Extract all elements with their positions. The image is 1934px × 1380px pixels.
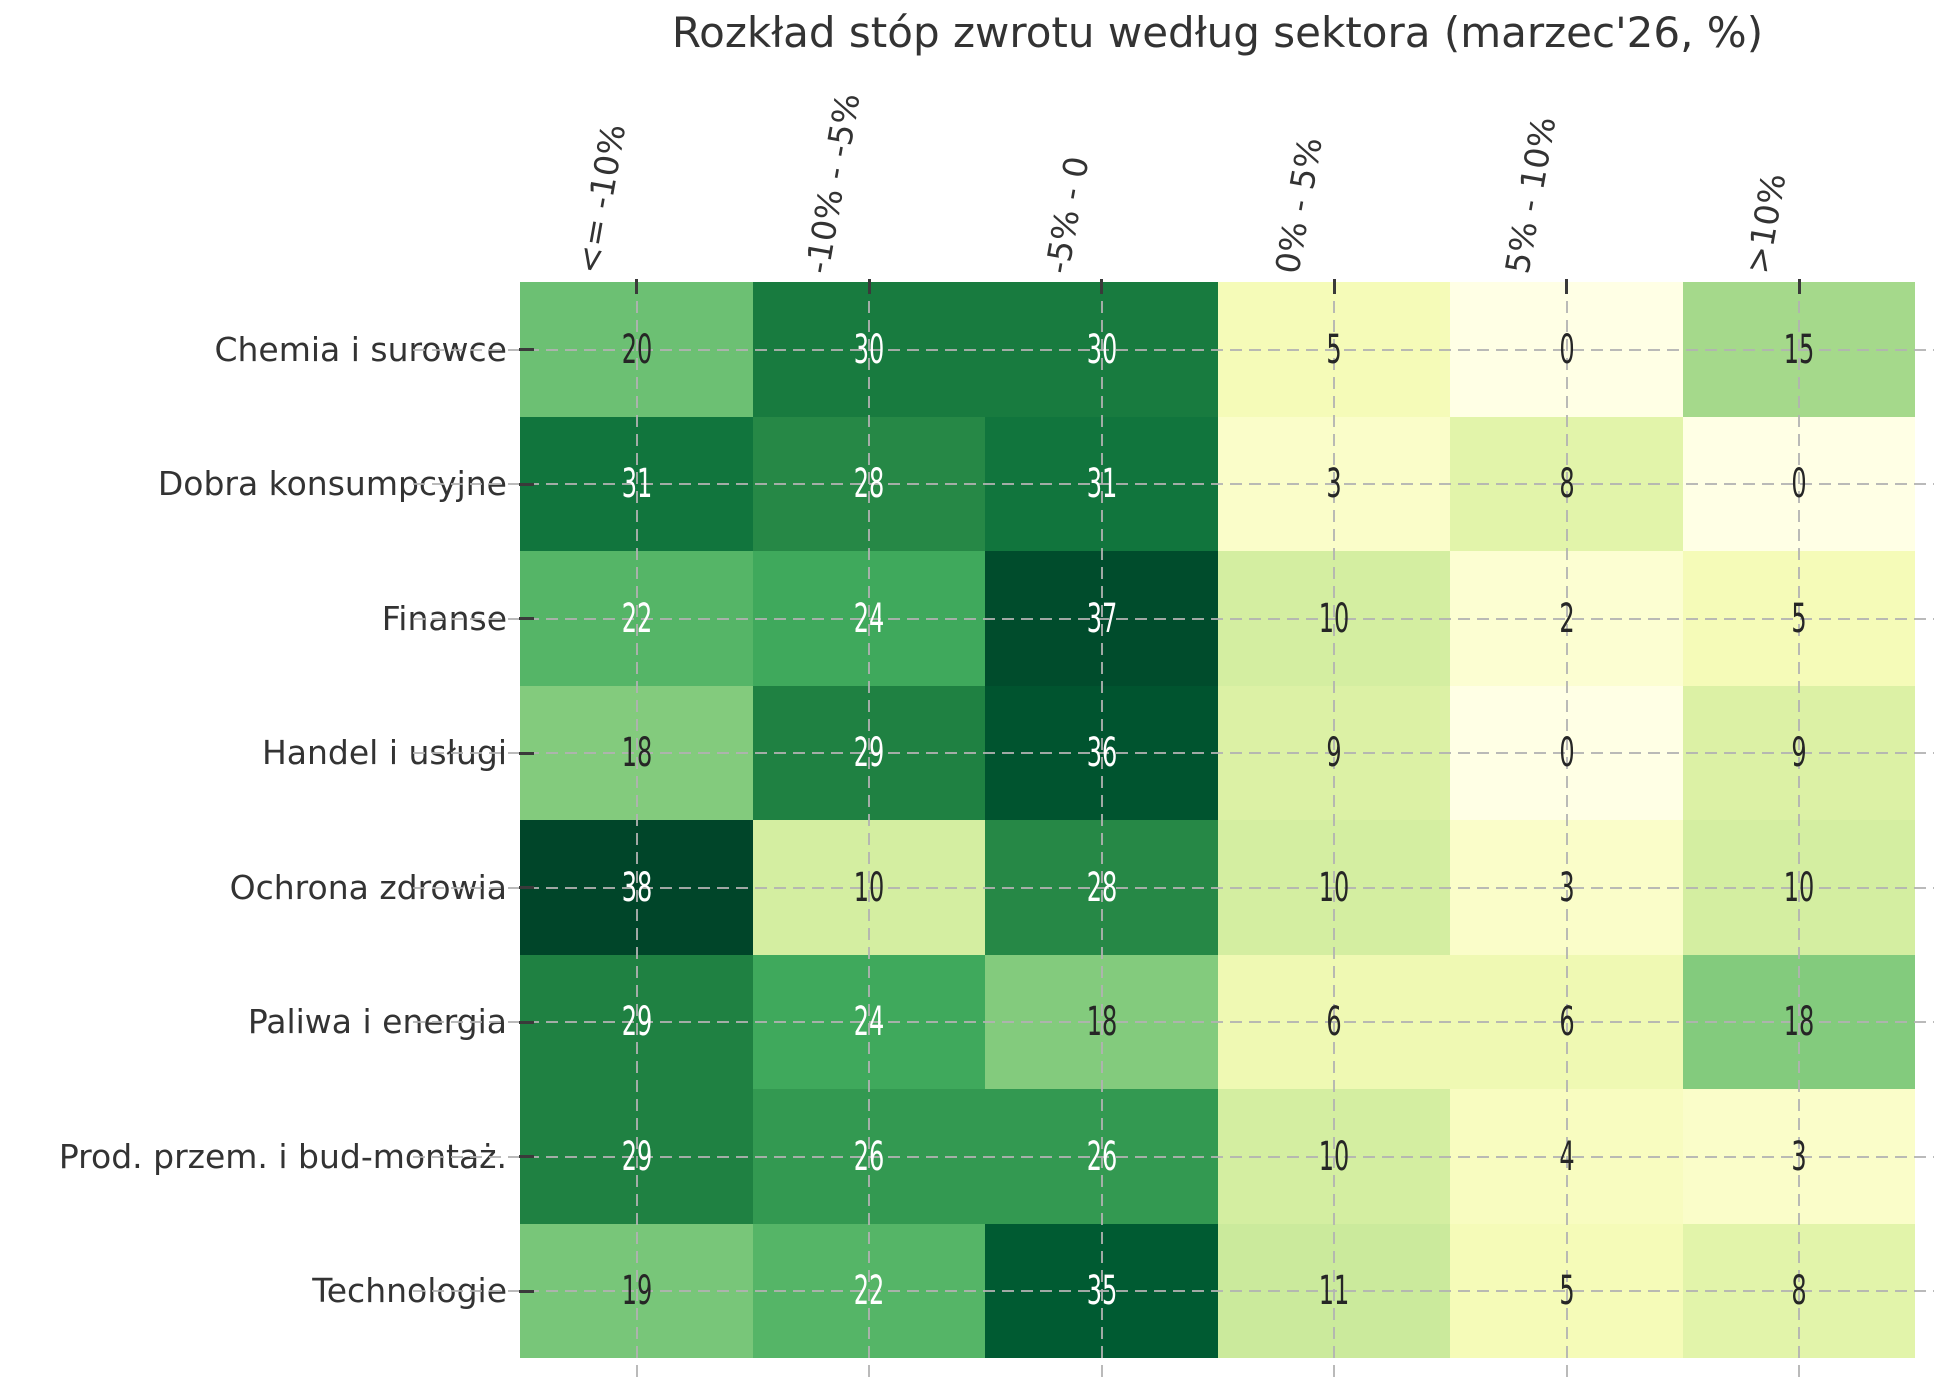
cell-value: 4 [1558, 1133, 1575, 1180]
cell-value: 6 [1558, 999, 1575, 1045]
y-axis-tick [519, 1020, 534, 1024]
x-tick-label: <= -10% [568, 120, 634, 277]
cell-value: 18 [1783, 999, 1815, 1045]
y-axis-tick [519, 886, 534, 889]
cell-value: 11 [1318, 1268, 1350, 1314]
y-axis-tick [519, 617, 534, 620]
cell-value: 0 [1558, 730, 1575, 776]
y-axis-tick [519, 1289, 534, 1293]
cell-value: 37 [1086, 595, 1117, 642]
cell-value: 9 [1791, 730, 1807, 776]
cell-value: 29 [621, 999, 652, 1045]
cell-value: 22 [621, 595, 652, 642]
gridline-vertical [868, 282, 870, 1380]
gridline-vertical [1565, 282, 1568, 1380]
x-axis-tick [635, 279, 638, 294]
x-axis-tick [1332, 279, 1336, 294]
cell-value: 26 [853, 1133, 885, 1180]
cell-value: 38 [621, 864, 652, 911]
cell-value: 8 [1558, 461, 1575, 507]
gridline-horizontal [413, 348, 1934, 351]
cell-value: 31 [621, 461, 652, 507]
x-tick-label: -10% - -5% [797, 90, 868, 277]
cell-value: 10 [1318, 864, 1350, 911]
cell-value: 10 [1783, 864, 1815, 911]
cell-value: 18 [621, 730, 652, 776]
gridline-horizontal [413, 483, 1934, 485]
cell-value: 19 [621, 1268, 652, 1314]
cell-value: 3 [1791, 1133, 1807, 1180]
chart-title: Rozkład stóp zwrotu według sektora (marz… [671, 8, 1764, 57]
cell-value: 26 [1086, 1133, 1117, 1180]
gridline-horizontal [413, 1290, 1934, 1292]
cell-value: 2 [1558, 595, 1575, 642]
cell-value: 3 [1326, 461, 1342, 507]
gridline-horizontal [413, 752, 1934, 754]
gridline-horizontal [413, 886, 1934, 889]
cell-value: 28 [1086, 864, 1117, 911]
y-axis-tick [519, 482, 534, 486]
cell-value: 24 [853, 595, 885, 642]
gridline-horizontal [413, 617, 1934, 620]
x-axis-tick [1565, 279, 1568, 294]
x-axis-tick [1100, 279, 1103, 294]
cell-value: 22 [853, 1268, 885, 1314]
cell-value: 10 [853, 864, 885, 911]
gridline-horizontal [413, 1155, 1934, 1158]
x-tick-label: -5% - 0 [1037, 153, 1097, 277]
y-axis-tick [519, 348, 534, 351]
gridline-vertical [1333, 282, 1335, 1380]
cell-value: 0 [1791, 461, 1807, 507]
cell-value: 29 [621, 1133, 652, 1180]
cell-value: 18 [1086, 999, 1117, 1045]
x-tick-label: 5% - 10% [1497, 113, 1564, 277]
cell-value: 28 [853, 461, 885, 507]
cell-value: 30 [1086, 326, 1117, 373]
cell-value: 6 [1326, 999, 1342, 1045]
x-tick-label: 0% - 5% [1267, 134, 1331, 277]
x-axis-tick [1797, 279, 1801, 294]
x-axis-tick [867, 279, 871, 294]
cell-value: 9 [1326, 730, 1342, 776]
cell-value: 15 [1783, 326, 1815, 373]
cell-value: 35 [1086, 1268, 1117, 1314]
cell-value: 30 [853, 326, 885, 373]
y-axis-tick [519, 751, 534, 755]
cell-value: 36 [1086, 730, 1117, 776]
cell-value: 10 [1318, 1133, 1350, 1180]
cell-value: 20 [621, 326, 652, 373]
cell-value: 5 [1326, 326, 1342, 373]
cell-value: 3 [1558, 864, 1575, 911]
cell-value: 8 [1791, 1268, 1807, 1314]
gridline-vertical [1100, 282, 1103, 1380]
cell-value: 29 [853, 730, 885, 776]
gridline-horizontal [413, 1021, 1934, 1023]
cell-value: 5 [1791, 595, 1807, 642]
cell-value: 5 [1558, 1268, 1575, 1314]
x-tick-label: >10% [1737, 170, 1794, 277]
gridline-vertical [1798, 282, 1800, 1380]
cell-value: 10 [1318, 595, 1350, 642]
cell-value: 0 [1558, 326, 1575, 373]
gridline-vertical [635, 282, 638, 1380]
y-axis-tick [519, 1155, 534, 1158]
cell-value: 31 [1086, 461, 1117, 507]
cell-value: 24 [853, 999, 885, 1045]
